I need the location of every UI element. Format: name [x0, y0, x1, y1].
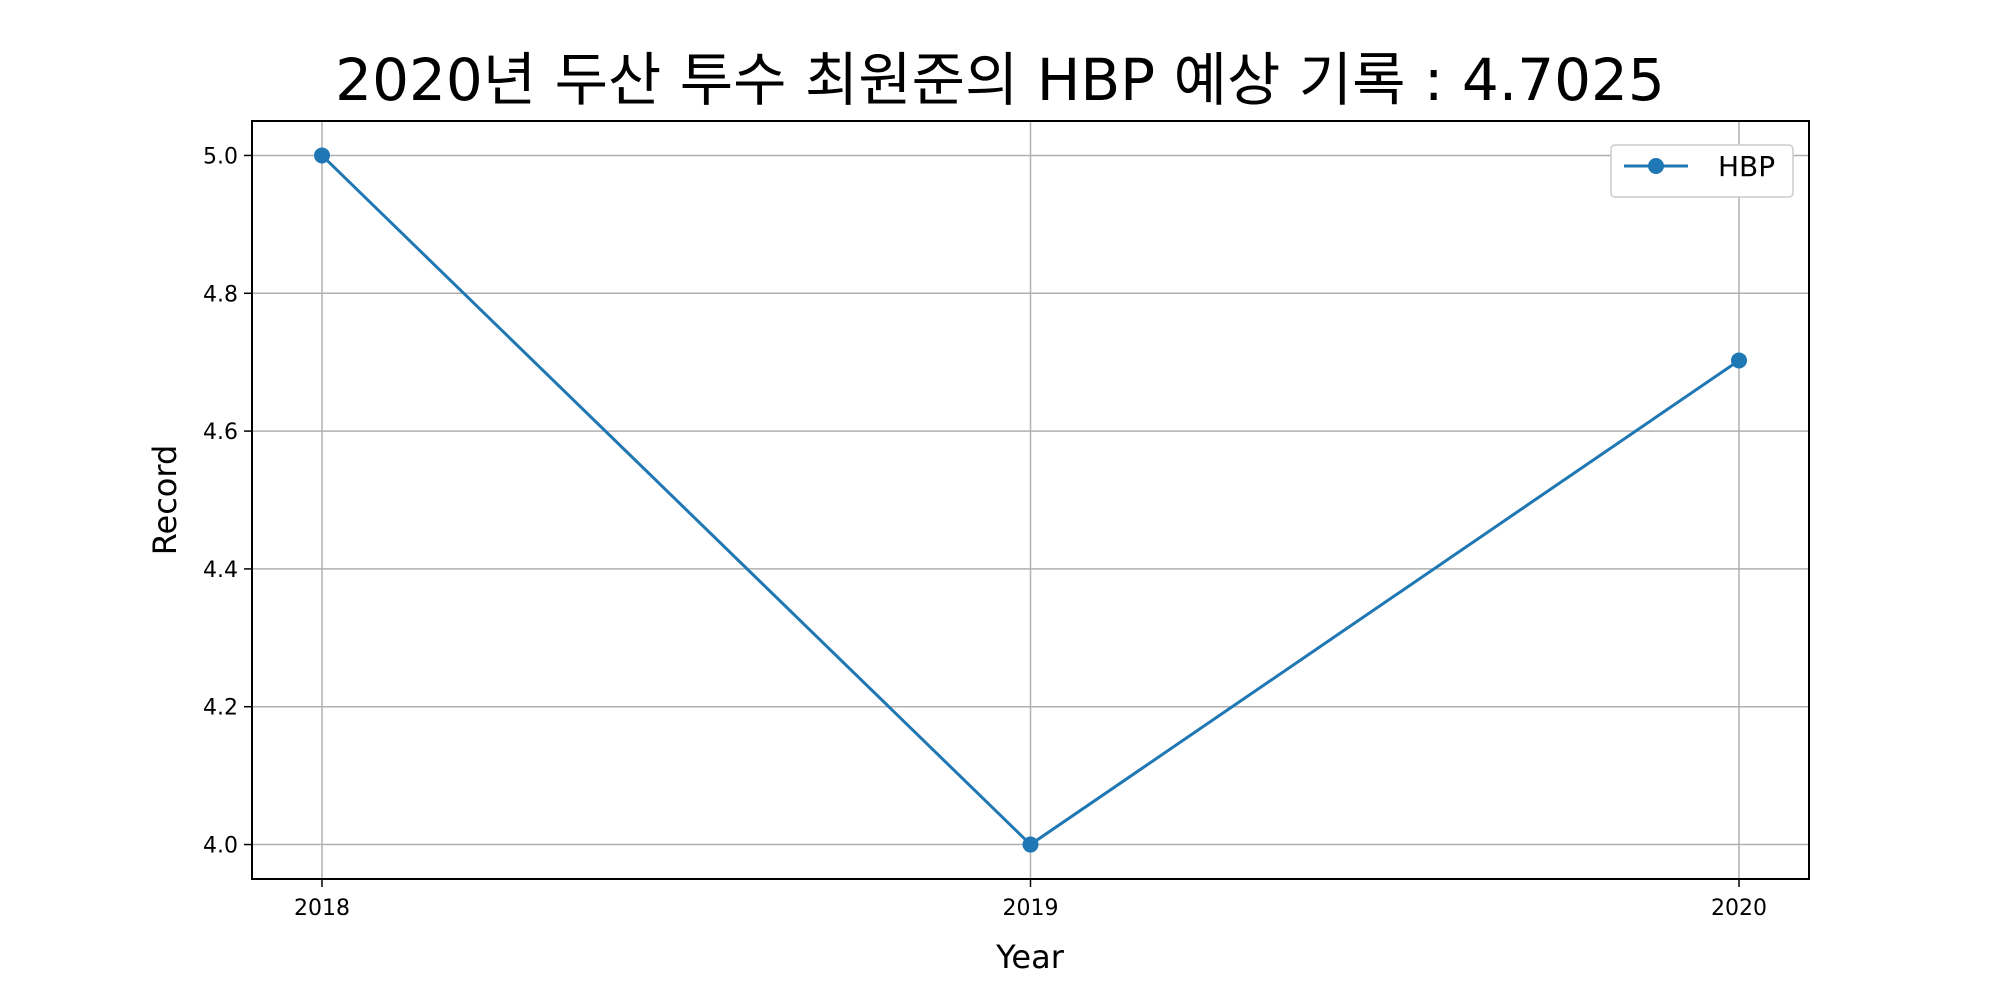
- series-layer: [314, 147, 1747, 853]
- y-tick-label: 4.6: [203, 420, 238, 445]
- chart-title: 2020년 두산 투수 최원준의 HBP 예상 기록 : 4.7025: [335, 46, 1665, 114]
- legend-label-hbp: HBP: [1718, 150, 1775, 183]
- legend: HBP: [1610, 144, 1794, 198]
- legend-box: [1610, 144, 1794, 198]
- y-tick-label: 4.0: [203, 834, 238, 859]
- grid-layer: [252, 121, 1809, 879]
- y-tick-label: 4.8: [203, 282, 238, 307]
- x-tick-label: 2020: [1711, 896, 1767, 921]
- y-tick-label: 4.2: [203, 696, 238, 721]
- x-tick-label: 2019: [1003, 896, 1059, 921]
- tick-layer: 2018 2019 2020 4.0 4.2 4.4 4.6 4.8 5.0: [203, 144, 1767, 921]
- x-tick-label: 2018: [294, 896, 350, 921]
- data-point-2019: [1022, 836, 1039, 853]
- x-axis-label: Year: [995, 938, 1065, 976]
- y-tick-label: 4.4: [203, 558, 238, 583]
- data-point-2020: [1731, 352, 1747, 369]
- data-point-2018: [314, 147, 330, 164]
- legend-marker-swatch: [1648, 158, 1664, 174]
- y-axis-label: Record: [146, 445, 184, 556]
- y-tick-label: 5.0: [203, 144, 238, 169]
